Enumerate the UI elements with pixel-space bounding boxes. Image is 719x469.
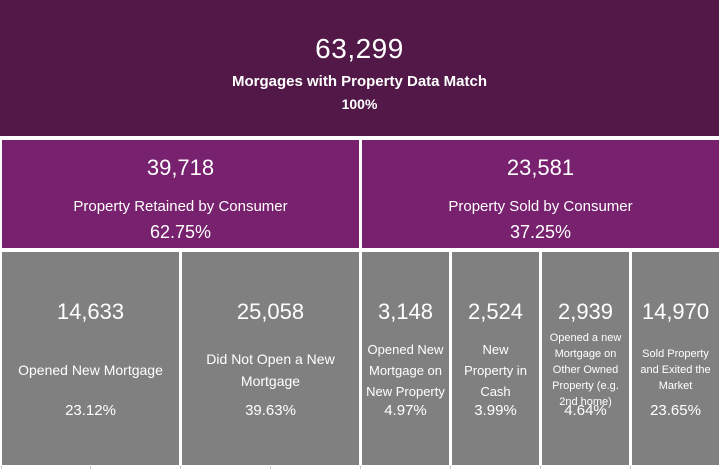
root-percent: 100% — [341, 95, 378, 112]
leaf-node-mortgage-on-new-property: 3,148 Opened New Mortgage on New Propert… — [362, 252, 449, 465]
branch-node-property-retained: 39,718 Property Retained by Consumer 62.… — [2, 140, 359, 248]
leaf-label: New Property in Cash — [464, 341, 527, 399]
grid-tick — [360, 466, 361, 469]
leaf-node-did-not-open-mortgage: 25,058 Did Not Open a New Mortgage 39.63… — [182, 252, 359, 465]
grid-tick — [90, 466, 91, 469]
leaf-percent: 23.65% — [650, 402, 701, 419]
leaf-value: 2,939 — [557, 299, 614, 324]
branch-percent: 62.75% — [149, 222, 212, 242]
leaf-percent: 39.63% — [245, 402, 296, 419]
branch-node-property-sold: 23,581 Property Sold by Consumer 37.25% — [362, 140, 719, 248]
leaf-node-mortgage-other-property: 2,939 Opened a new Mortgage on Other Own… — [542, 252, 629, 465]
root-label: Morgages with Property Data Match — [231, 72, 488, 90]
leaf-node-exited-market: 14,970 Sold Property and Exited the Mark… — [632, 252, 719, 465]
leaf-percent: 4.97% — [384, 402, 427, 419]
leaf-value: 2,524 — [467, 299, 524, 324]
leaf-node-new-property-cash: 2,524 New Property in Cash 3.99% — [452, 252, 539, 465]
grid-tick — [270, 466, 271, 469]
leaf-label: Sold Property and Exited the Market — [640, 348, 711, 392]
leaf-label: Did Not Open a New Mortgage — [206, 351, 335, 389]
grid-tick — [450, 466, 451, 469]
branch-value: 23,581 — [506, 155, 575, 180]
leaf-percent: 4.64% — [564, 402, 607, 419]
leaf-percent: 3.99% — [474, 402, 517, 419]
leaf-value: 14,633 — [56, 299, 125, 324]
root-node-total-mortgages: 63,299 Morgages with Property Data Match… — [0, 0, 719, 136]
root-value: 63,299 — [315, 32, 404, 64]
leaf-percent: 23.12% — [65, 402, 116, 419]
leaf-value: 3,148 — [377, 299, 434, 324]
leaf-label: Opened New Mortgage on New Property — [366, 341, 445, 399]
branch-value: 39,718 — [146, 155, 215, 180]
leaf-node-opened-new-mortgage: 14,633 Opened New Mortgage 23.12% — [2, 252, 179, 465]
branch-label: Property Retained by Consumer — [73, 198, 288, 215]
leaf-value: 14,970 — [641, 299, 710, 324]
grid-tick — [1, 466, 2, 469]
leaf-label: Opened a new Mortgage on Other Owned Pro… — [549, 332, 622, 408]
branch-label: Property Sold by Consumer — [448, 198, 633, 215]
leaf-label: Opened New Mortgage — [18, 362, 163, 378]
grid-tick — [540, 466, 541, 469]
leaf-value: 25,058 — [236, 299, 305, 324]
grid-tick — [630, 466, 631, 469]
grid-tick — [180, 466, 181, 469]
branch-percent: 37.25% — [509, 222, 572, 242]
